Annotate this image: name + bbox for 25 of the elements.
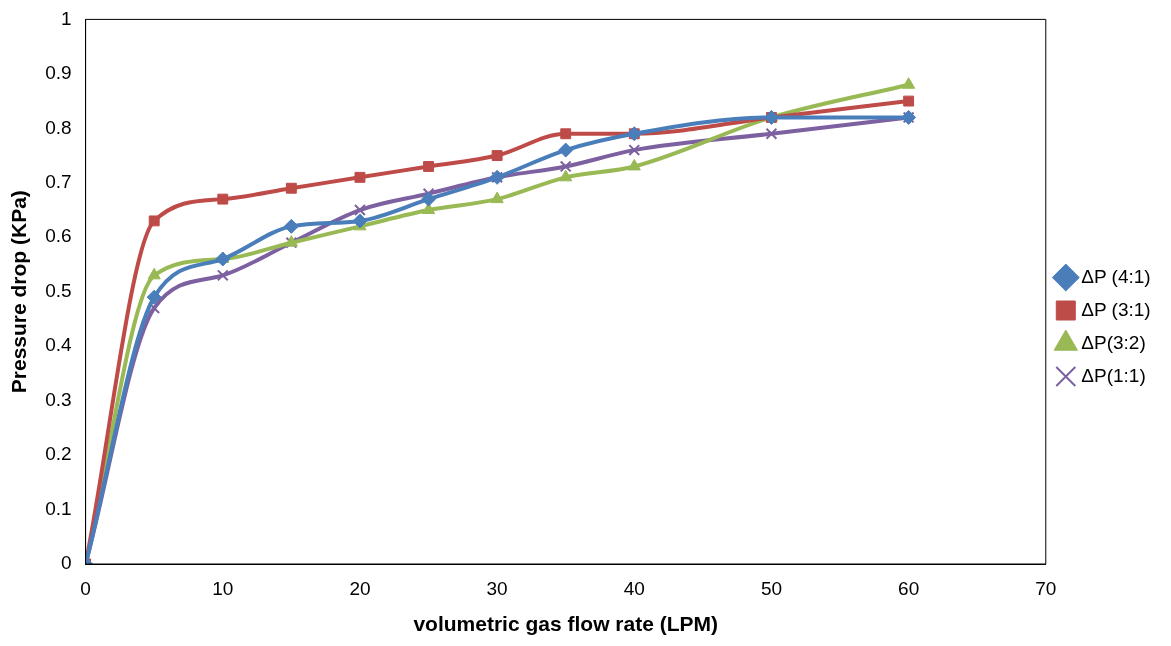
- legend-label: ΔP (3:1): [1081, 298, 1151, 320]
- legend-label: ΔP(1:1): [1081, 364, 1146, 386]
- x-tick-label: 0: [80, 577, 91, 599]
- x-axis-title: volumetric gas flow rate (LPM): [413, 612, 718, 636]
- y-tick-label: 0.8: [45, 116, 72, 138]
- y-tick-label: 0.4: [45, 334, 73, 356]
- legend-label: ΔP (4:1): [1081, 265, 1151, 287]
- y-tick-label: 0.6: [45, 225, 72, 247]
- y-tick-label: 0.5: [45, 279, 72, 301]
- x-tick-label: 60: [898, 577, 920, 599]
- y-tick-label: 0.3: [45, 388, 72, 410]
- legend-label: ΔP(3:2): [1081, 331, 1146, 353]
- x-tick-label: 50: [760, 577, 783, 599]
- y-tick-label: 0.9: [45, 62, 72, 84]
- y-tick-label: 0.2: [45, 443, 72, 465]
- x-tick-label: 30: [486, 577, 508, 599]
- y-tick-label: 0.7: [45, 171, 72, 193]
- y-tick-label: 0.1: [45, 497, 72, 519]
- y-tick-label: 1: [61, 7, 72, 29]
- x-tick-label: 40: [623, 577, 645, 599]
- x-tick-label: 70: [1035, 577, 1057, 599]
- x-tick-label: 10: [212, 577, 234, 599]
- x-tick-label: 20: [349, 577, 371, 599]
- y-tick-label: 0: [61, 552, 72, 574]
- y-axis-title: Pressure drop (KPa): [7, 190, 31, 394]
